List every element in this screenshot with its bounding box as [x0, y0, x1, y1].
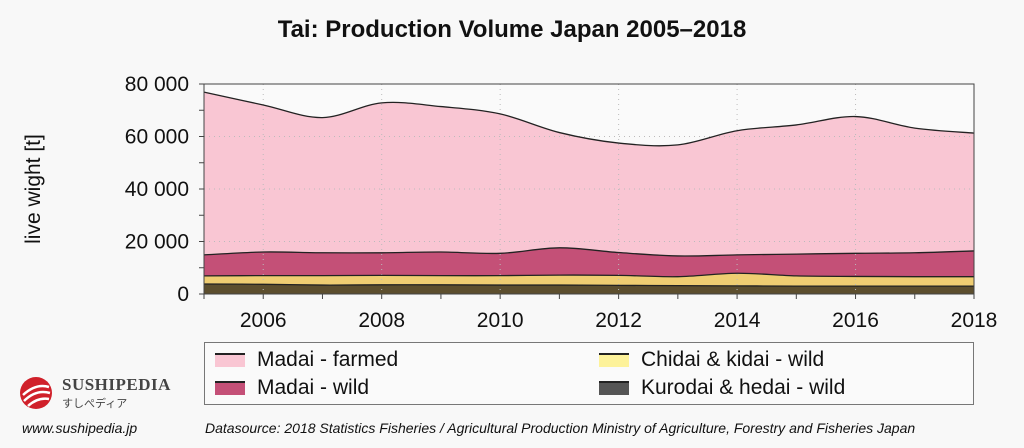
- y-axis-label: live wight [t]: [22, 134, 45, 244]
- area-madai-wild: [204, 247, 974, 277]
- legend-swatch: [599, 381, 629, 395]
- logo-subtitle: すしぺディア: [62, 398, 128, 410]
- legend-item: Madai - wild: [215, 376, 369, 400]
- y-tick-label: 0: [177, 283, 189, 306]
- area-chidai-kidai-wild: [204, 273, 974, 287]
- sushipedia-logo: SUSHIPEDIA すしぺディア: [18, 375, 171, 411]
- x-tick-label: 2018: [951, 309, 998, 332]
- legend-swatch: [599, 353, 629, 367]
- legend: Madai - farmed Madai - wild Chidai & kid…: [204, 342, 974, 405]
- sushi-logo-icon: [20, 377, 52, 409]
- x-tick-label: 2012: [595, 309, 642, 332]
- legend-label: Chidai & kidai - wild: [641, 348, 825, 371]
- x-tick-label: 2008: [358, 309, 405, 332]
- legend-item: Kurodai & hedai - wild: [599, 376, 845, 400]
- y-tick-label: 40 000: [125, 178, 189, 201]
- x-tick-label: 2016: [832, 309, 879, 332]
- logo-brand: SUSHIPEDIA: [62, 375, 171, 394]
- legend-label: Madai - farmed: [257, 348, 399, 371]
- series-line: [203, 247, 975, 257]
- x-tick-label: 2006: [240, 309, 287, 332]
- x-tick-label: 2010: [477, 309, 524, 332]
- legend-item: Chidai & kidai - wild: [599, 348, 824, 372]
- y-tick-label: 80 000: [125, 73, 189, 96]
- chart: 2006 2008 2010 2012 2014 2016 2018 0 20 000 40 00…: [22, 73, 998, 332]
- x-tick-label: 2014: [714, 309, 761, 332]
- y-tick-label: 60 000: [125, 126, 189, 149]
- datasource-note: Datasource: 2018 Statistics Fisheries / …: [205, 420, 916, 436]
- website-link[interactable]: www.sushipedia.jp: [22, 420, 138, 436]
- y-tick-label: 20 000: [125, 231, 189, 254]
- area-madai-farmed: [204, 92, 974, 257]
- series-line: [203, 91, 975, 147]
- legend-item: Madai - farmed: [215, 348, 398, 372]
- legend-swatch: [215, 381, 245, 395]
- chart-title: Tai: Production Volume Japan 2005–2018: [277, 16, 747, 43]
- series-line: [203, 272, 975, 278]
- legend-label: Kurodai & hedai - wild: [641, 376, 846, 399]
- legend-swatch: [215, 353, 245, 367]
- series-line: [203, 283, 974, 287]
- legend-label: Madai - wild: [257, 376, 370, 399]
